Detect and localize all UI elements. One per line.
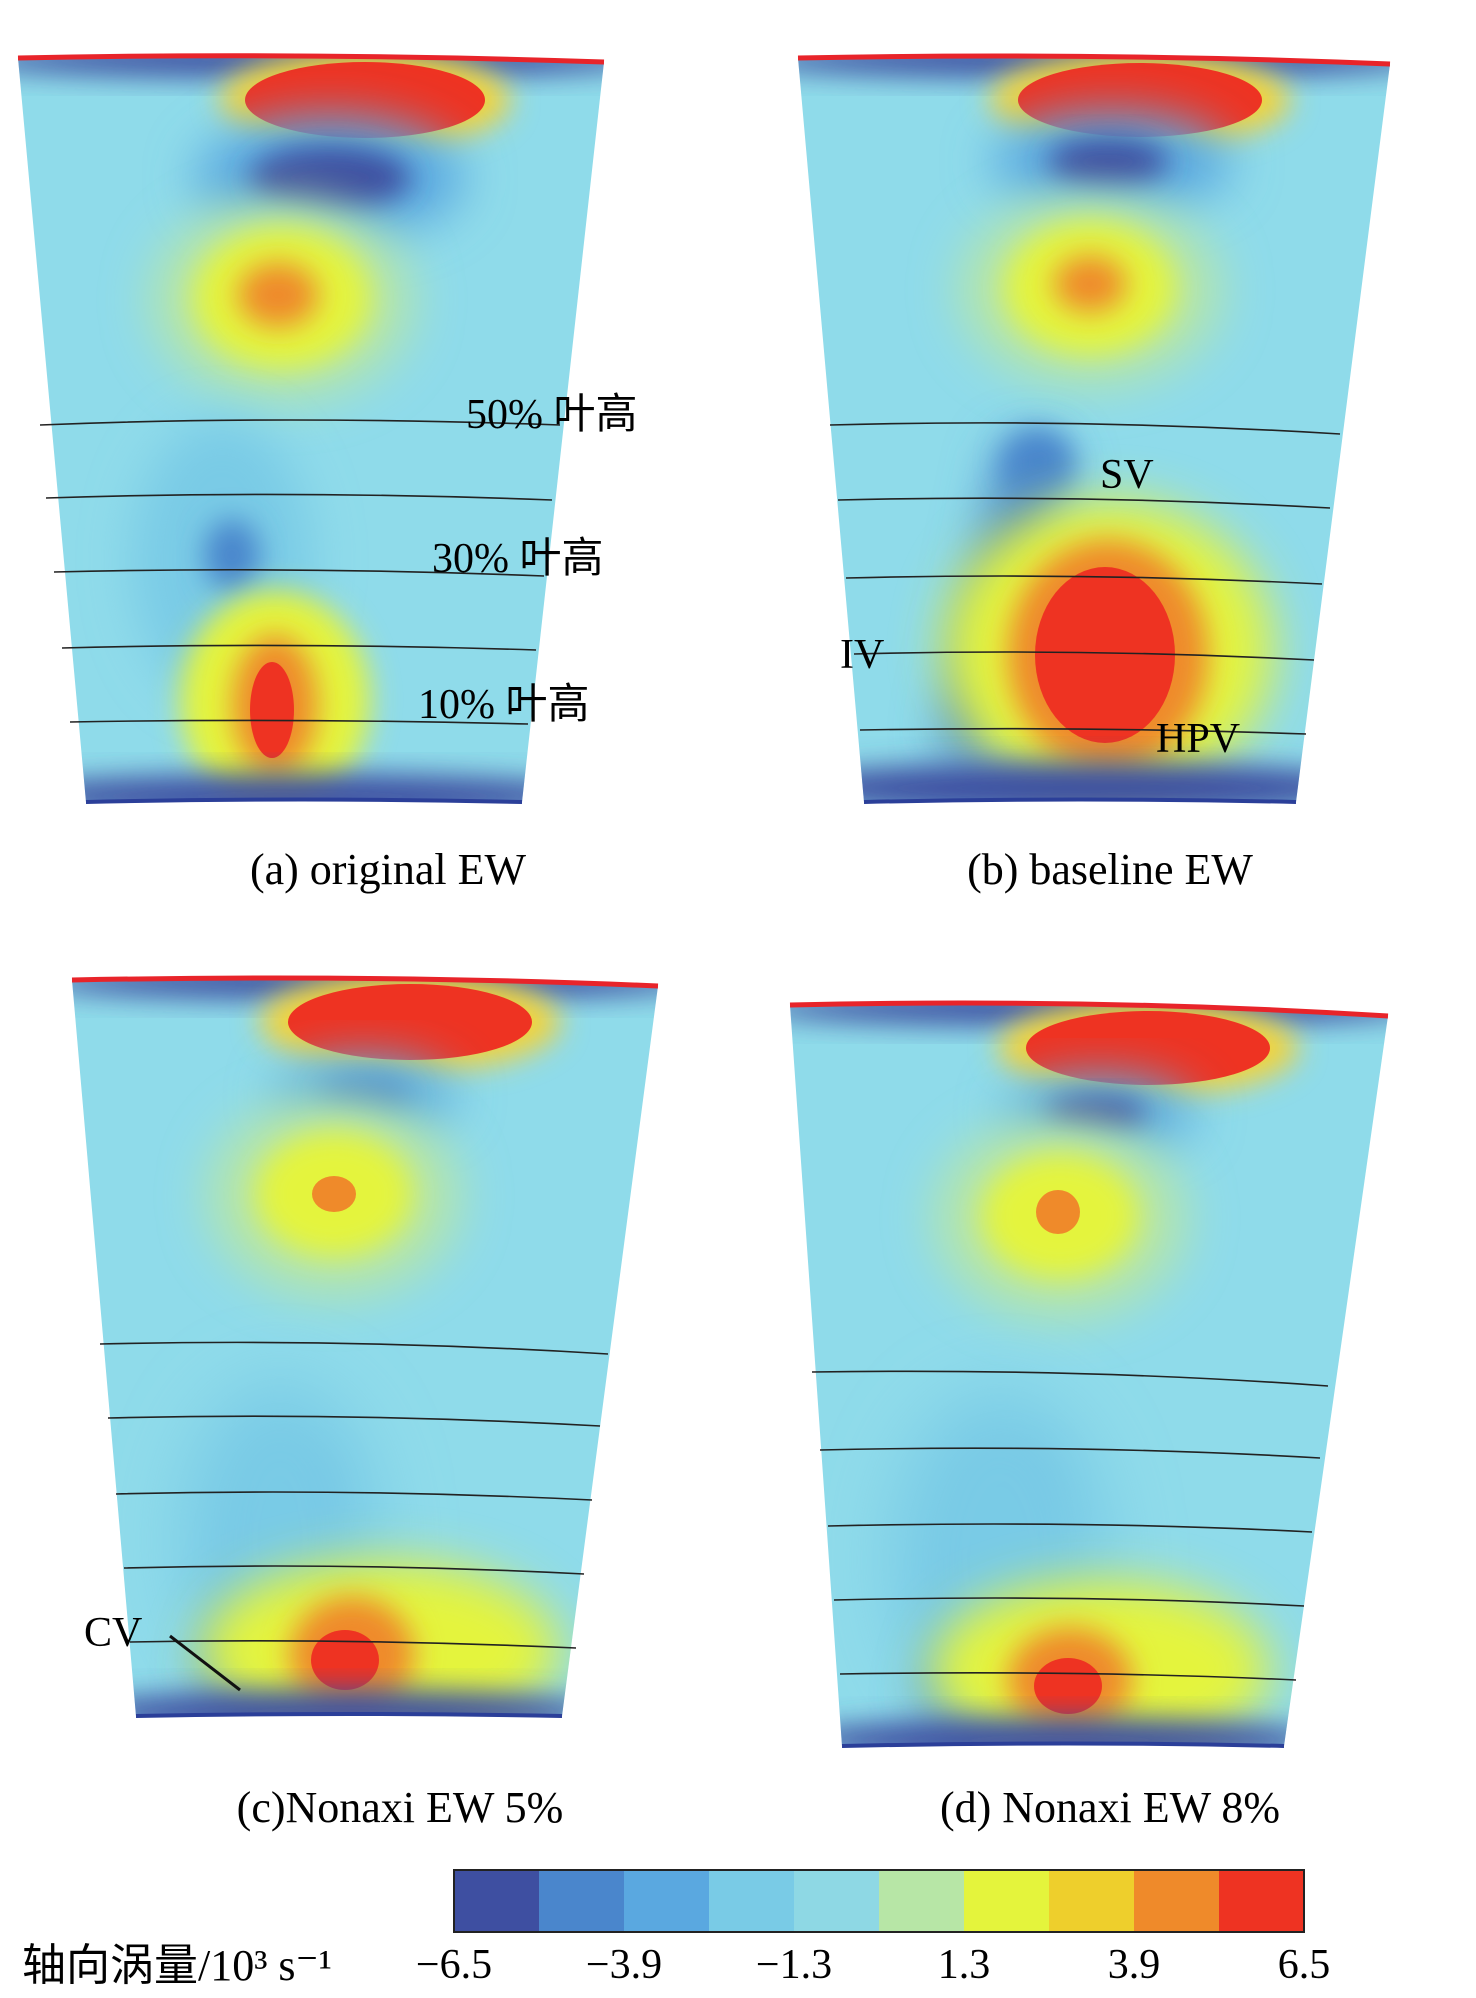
panel-a-hub-edge <box>85 797 523 804</box>
panel-a-label-50: 50% 叶高 <box>466 392 638 438</box>
panel-c-caption: (c)Nonaxi EW 5% <box>237 1783 564 1832</box>
panel-d-contour <box>790 1003 1388 1746</box>
panel-c-cv-leader <box>169 1634 241 1692</box>
panel-a: 50% 叶高 30% 叶高 10% 叶高 (a) original EW <box>17 53 638 894</box>
colorbar-tick-label-1: −3.9 <box>586 1942 662 1988</box>
panel-c-contour <box>72 978 658 1716</box>
colorbar-swatch-2 <box>624 1870 710 1932</box>
panel-d-hub-edge <box>841 1741 1285 1748</box>
panel-c-label-cv: CV <box>84 1610 142 1656</box>
colorbar-tick-label-0: −6.5 <box>416 1942 492 1988</box>
panel-a-caption: (a) original EW <box>250 845 527 894</box>
panel-d-shroud-edge <box>789 1000 1389 1019</box>
panel-a-shroud-edge <box>17 53 605 65</box>
panel-b-streamlines <box>829 422 1341 735</box>
panel-d-streamlines <box>811 1370 1329 1681</box>
colorbar-ticks: −6.5 −3.9 −1.3 1.3 3.9 6.5 <box>416 1942 1330 1988</box>
colorbar-tick-label-2: −1.3 <box>756 1942 832 1988</box>
panel-c: CV (c)Nonaxi EW 5% <box>71 975 659 1832</box>
colorbar-swatch-9 <box>1219 1870 1305 1932</box>
colorbar-swatch-5 <box>879 1870 965 1932</box>
panel-a-label-30: 30% 叶高 <box>432 536 604 582</box>
colorbar-swatch-3 <box>709 1870 795 1932</box>
colorbar-swatches <box>454 1870 1305 1932</box>
panel-b-label-sv: SV <box>1100 452 1154 498</box>
panel-a-contour <box>18 55 604 802</box>
panel-b-shroud-edge <box>797 53 1391 67</box>
panel-a-label-10: 10% 叶高 <box>418 682 590 728</box>
panel-b-contour <box>798 56 1390 802</box>
panel-b-caption: (b) baseline EW <box>967 845 1253 894</box>
colorbar-tick-label-5: 6.5 <box>1278 1942 1331 1988</box>
colorbar-title: 轴向涡量/10³ s⁻¹ <box>22 1941 332 1990</box>
colorbar-swatch-4 <box>794 1870 880 1932</box>
panel-c-streamlines <box>99 1341 609 1649</box>
panel-b: SV IV HPV (b) baseline EW <box>797 53 1391 894</box>
colorbar-tick-label-3: 1.3 <box>938 1942 991 1988</box>
panel-b-label-hpv: HPV <box>1156 716 1240 762</box>
panel-d: (d) Nonaxi EW 8% <box>789 1000 1389 1832</box>
colorbar-tick-label-4: 3.9 <box>1108 1942 1161 1988</box>
colorbar-swatch-6 <box>964 1870 1050 1932</box>
colorbar-swatch-0 <box>454 1870 540 1932</box>
panel-a-streamlines <box>39 419 561 725</box>
panel-d-caption: (d) Nonaxi EW 8% <box>940 1783 1280 1832</box>
panel-c-shroud-edge <box>71 975 659 989</box>
panel-b-label-iv: IV <box>840 632 884 678</box>
panel-b-hub-edge <box>863 797 1297 804</box>
colorbar-swatch-7 <box>1049 1870 1135 1932</box>
colorbar-swatch-1 <box>539 1870 625 1932</box>
colorbar-swatch-8 <box>1134 1870 1220 1932</box>
colorbar-frame <box>453 1869 1305 1933</box>
colorbar: −6.5 −3.9 −1.3 1.3 3.9 6.5 轴向涡量/10³ s⁻¹ <box>22 1869 1330 1990</box>
panel-c-hub-edge <box>135 1712 563 1718</box>
